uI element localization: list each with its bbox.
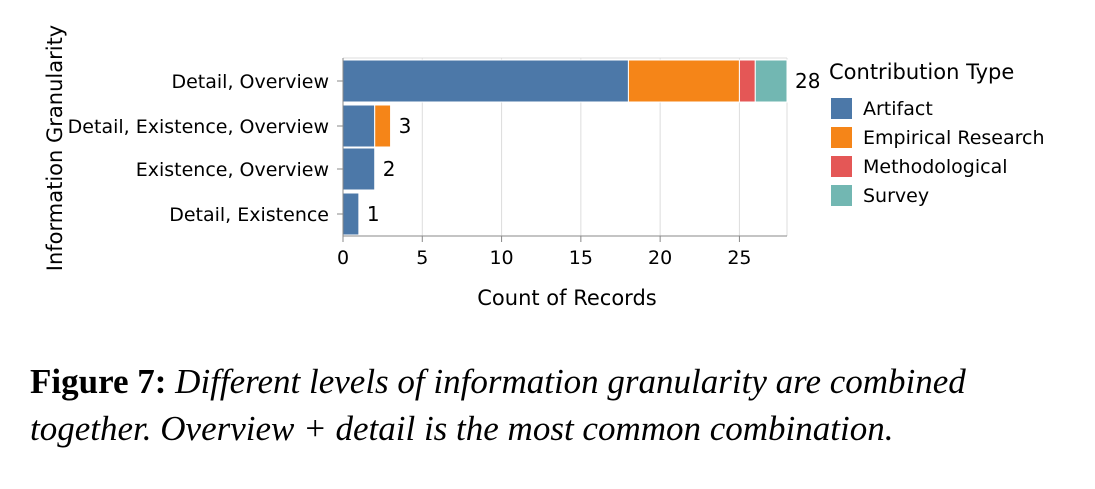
x-tick-label: 15: [569, 247, 593, 269]
y-tick-label: Detail, Existence: [169, 204, 329, 226]
bar-total-label: 28: [795, 69, 820, 93]
bar-segment: [342, 192, 360, 236]
bar-segment: [754, 59, 788, 103]
bar-segment: [374, 104, 392, 148]
y-axis-title: Information Granularity: [43, 25, 67, 271]
legend-swatch: [831, 98, 852, 119]
x-axis-title: Count of Records: [477, 286, 656, 310]
x-tick-label: 10: [489, 247, 513, 269]
figure-caption-text: Different levels of information granular…: [30, 362, 966, 448]
legend-label: Empirical Research: [863, 127, 1045, 149]
y-tick-label: Detail, Overview: [171, 71, 329, 93]
legend-label: Artifact: [863, 98, 933, 120]
figure-number: Figure 7:: [30, 362, 167, 401]
bar-segment: [342, 147, 376, 191]
legend: Contribution Type Artifact Empirical Rese…: [829, 60, 1045, 207]
bar-segment: [342, 104, 376, 148]
y-tick-label: Detail, Existence, Overview: [68, 116, 329, 138]
legend-label: Methodological: [863, 156, 1008, 178]
y-tick-label: Existence, Overview: [136, 159, 329, 181]
x-tick-label: 0: [337, 247, 349, 269]
figure-caption: Figure 7: Different levels of informatio…: [30, 358, 1075, 452]
bar-segment: [342, 59, 629, 103]
legend-swatch: [831, 156, 852, 177]
bar-total-label: 1: [367, 202, 380, 226]
legend-title: Contribution Type: [829, 60, 1014, 84]
legend-swatch: [831, 127, 852, 148]
bar-total-label: 3: [399, 114, 412, 138]
x-tick-label: 5: [416, 247, 428, 269]
legend-swatch: [831, 185, 852, 206]
granularity-bar-chart: 28 321 Detail, Overview Detail, Existence,…: [43, 25, 1045, 310]
bars: [342, 59, 788, 236]
bar-totals: 28 321: [367, 69, 821, 226]
x-tick-label: 25: [727, 247, 751, 269]
bar-segment: [738, 59, 756, 103]
bar-segment: [627, 59, 740, 103]
bar-total-label: 2: [383, 157, 396, 181]
x-axis: 0 5 10 15 20 25: [337, 235, 787, 269]
y-axis: Detail, Overview Detail, Existence, Overv…: [68, 58, 344, 236]
legend-label: Survey: [863, 185, 929, 207]
x-tick-label: 20: [648, 247, 672, 269]
